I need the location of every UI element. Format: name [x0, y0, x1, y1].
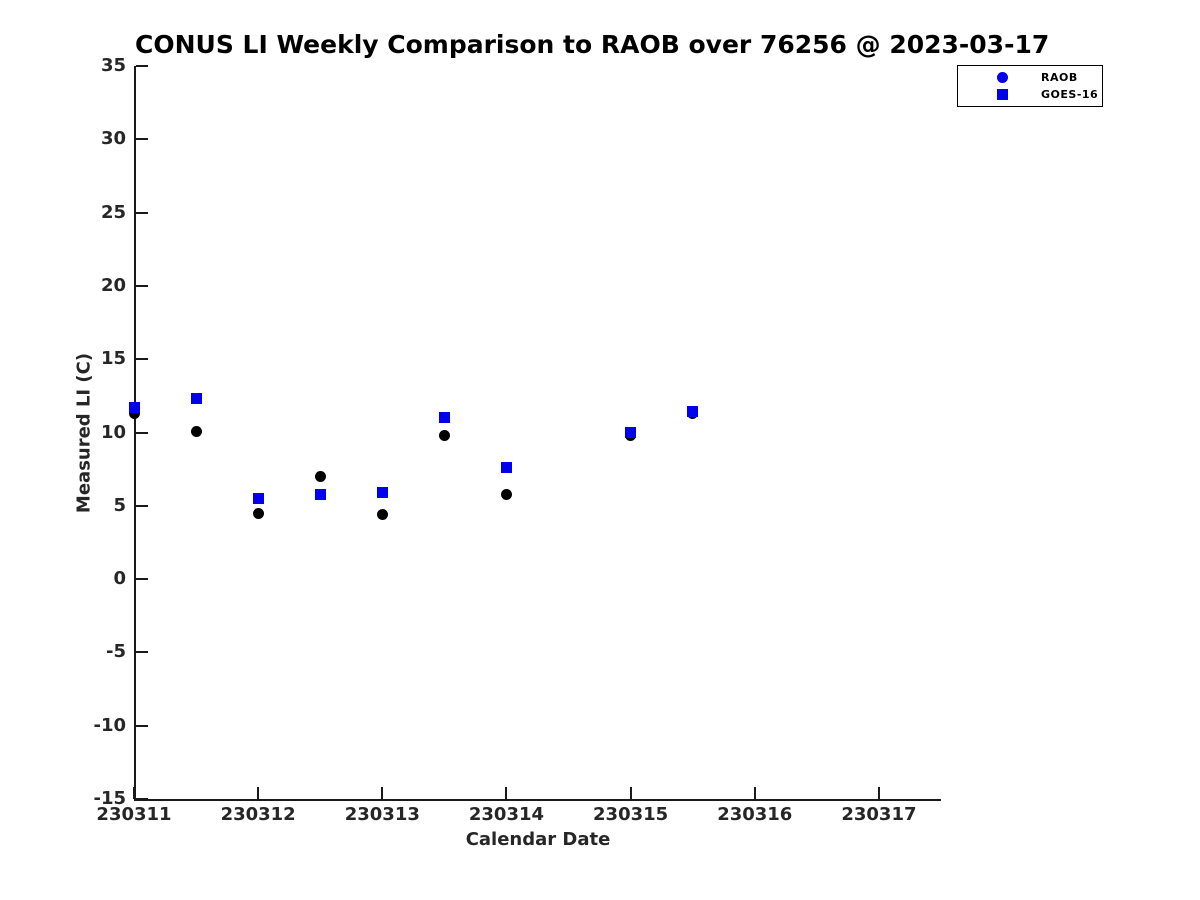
goes-16-data-point: [376, 487, 388, 499]
y-tick-label: -15: [93, 788, 126, 809]
y-axis-tick: [136, 138, 148, 141]
x-axis-spine: [134, 799, 941, 801]
x-tick-label: 230317: [841, 804, 917, 825]
y-tick-label: -5: [106, 641, 126, 663]
legend-item-raob: RAOB: [958, 70, 1078, 85]
goes-16-data-point: [314, 488, 326, 500]
x-tick-label: 230312: [220, 804, 296, 825]
legend: RAOB GOES-16: [957, 65, 1103, 107]
raob-data-point: [252, 507, 264, 519]
y-tick-label: -10: [93, 714, 126, 736]
legend-label-raob: RAOB: [1041, 71, 1078, 84]
x-tick-label: 230315: [593, 804, 669, 825]
goes-16-data-point: [500, 462, 512, 474]
x-axis-tick: [877, 787, 880, 799]
x-axis-label: Calendar Date: [465, 829, 611, 850]
y-axis-tick: [136, 504, 148, 507]
x-axis-tick: [505, 787, 508, 799]
y-axis-tick: [136, 65, 148, 67]
y-tick-label: 30: [100, 128, 126, 150]
y-tick-label: 5: [113, 494, 126, 516]
x-axis-tick: [257, 787, 260, 799]
x-axis-tick: [133, 787, 135, 799]
x-tick-label: 230313: [344, 804, 420, 825]
goes-16-data-point: [252, 492, 264, 504]
raob-data-point: [376, 509, 388, 521]
y-axis-spine: [134, 66, 136, 801]
legend-item-goes16: GOES-16: [958, 87, 1098, 102]
y-tick-label: 10: [100, 421, 126, 443]
x-axis-tick: [753, 787, 756, 799]
y-axis-tick: [136, 431, 148, 434]
x-tick-label: 230311: [96, 804, 172, 825]
y-tick-label: 35: [100, 55, 126, 76]
goes16-square-marker-icon: [997, 89, 1008, 100]
goes-16-data-point: [625, 427, 637, 438]
y-axis-tick: [136, 211, 148, 214]
y-tick-label: 15: [100, 348, 126, 370]
y-tick-label: 20: [100, 274, 126, 296]
raob-data-point: [190, 425, 202, 437]
raob-circle-marker-icon: [997, 72, 1008, 83]
raob-data-point: [500, 488, 512, 500]
y-axis-tick: [136, 578, 148, 581]
y-axis-tick: [136, 358, 148, 361]
raob-data-point: [438, 429, 450, 441]
y-axis-tick: [136, 284, 148, 287]
y-tick-label: 25: [100, 201, 126, 223]
raob-data-point: [314, 470, 326, 482]
x-tick-label: 230314: [468, 804, 545, 825]
y-axis-tick: [136, 651, 148, 654]
x-axis-tick: [629, 787, 632, 799]
goes-16-data-point: [190, 393, 202, 405]
goes-16-data-point: [687, 406, 699, 418]
y-tick-label: 0: [113, 568, 126, 590]
x-axis-tick: [381, 787, 384, 799]
goes-16-data-point: [438, 412, 450, 424]
x-tick-label: 230316: [717, 804, 793, 825]
y-axis-tick: [136, 724, 148, 727]
legend-label-goes16: GOES-16: [1041, 88, 1099, 101]
chart-title: CONUS LI Weekly Comparison to RAOB over …: [135, 30, 1050, 59]
y-axis-tick: [136, 798, 148, 800]
goes-16-data-point: [128, 402, 140, 414]
raob-data-point: [128, 407, 140, 419]
